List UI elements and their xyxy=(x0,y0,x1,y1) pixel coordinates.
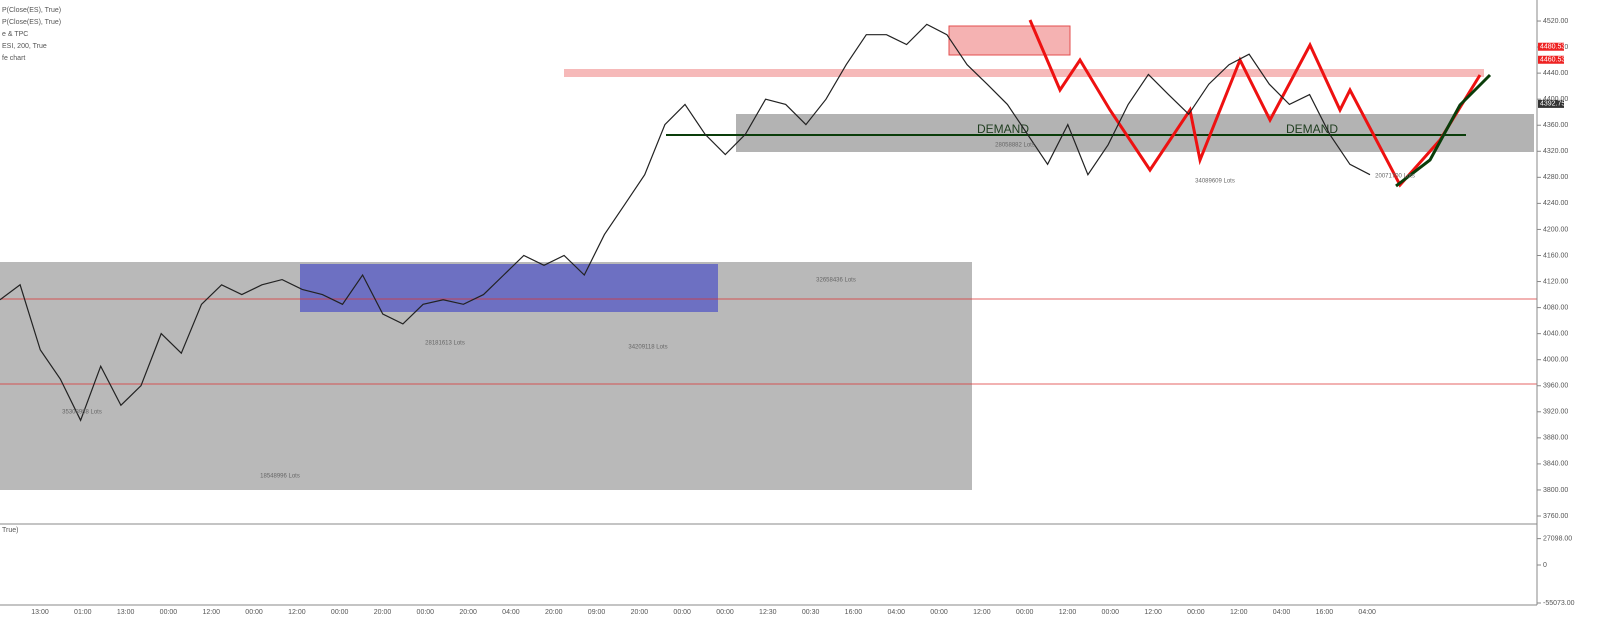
y-tick-label: 4080.00 xyxy=(1543,304,1568,311)
y-tick-label: 4000.00 xyxy=(1543,357,1568,364)
projection-drawing xyxy=(1395,73,1492,188)
resistance-band xyxy=(564,69,1484,77)
x-tick-label: 12:30 xyxy=(759,609,777,616)
volume-note: 28058882 Lots xyxy=(995,143,1035,149)
lower-tick-label: 27098.00 xyxy=(1543,535,1572,542)
x-tick-label: 12:00 xyxy=(1230,609,1248,616)
annotation: DEMAND xyxy=(977,122,1029,136)
x-tick-label: 12:00 xyxy=(1144,609,1162,616)
indicator-label: ESI, 200, True xyxy=(2,43,47,50)
x-tick-label: 12:00 xyxy=(973,609,991,616)
volume-note: 32658436 Lots xyxy=(816,278,856,284)
y-tick-label: 4440.00 xyxy=(1543,70,1568,77)
x-tick-label: 09:00 xyxy=(588,609,606,616)
x-tick-label: 16:00 xyxy=(1316,609,1334,616)
range-box-blue xyxy=(300,264,718,312)
y-tick-label: 4120.00 xyxy=(1543,278,1568,285)
y-tick-label: 4200.00 xyxy=(1543,226,1568,233)
x-tick-label: 20:00 xyxy=(459,609,477,616)
price-tag-label: 4460.53 xyxy=(1540,57,1565,64)
y-tick-label: 4320.00 xyxy=(1543,148,1568,155)
volume-note: 35308988 Lots xyxy=(62,410,102,416)
y-tick-label: 4240.00 xyxy=(1543,200,1568,207)
x-tick-label: 04:00 xyxy=(1358,609,1376,616)
price-tag xyxy=(1538,99,1564,108)
y-tick-label: 4520.00 xyxy=(1543,18,1568,25)
price-tag-label: 4392.75 xyxy=(1540,101,1565,108)
x-tick-label: 00:00 xyxy=(1187,609,1205,616)
x-tick-label: 13:00 xyxy=(117,609,135,616)
x-tick-label: 00:00 xyxy=(1016,609,1034,616)
price-line xyxy=(0,23,1371,422)
x-tick-label: 00:00 xyxy=(160,609,178,616)
supply-zone xyxy=(948,25,1071,56)
y-tick-label: 3800.00 xyxy=(1543,487,1568,494)
y-tick-label: 4160.00 xyxy=(1543,252,1568,259)
x-tick-label: 00:00 xyxy=(930,609,948,616)
volume-note: 18548996 Lots xyxy=(260,474,300,480)
volume-note: 20071700 Lots xyxy=(1375,174,1415,180)
x-tick-label: 00:00 xyxy=(331,609,349,616)
x-tick-label: 20:00 xyxy=(631,609,649,616)
panel-label: True) xyxy=(2,527,18,534)
y-tick-label: 3880.00 xyxy=(1543,435,1568,442)
x-tick-label: 13:00 xyxy=(31,609,49,616)
indicator-label: P(Close(ES), True) xyxy=(2,19,61,26)
lower-tick-label: 0 xyxy=(1543,562,1547,569)
price-tag xyxy=(1538,55,1564,64)
x-tick-label: 12:00 xyxy=(288,609,306,616)
y-tick-label: 3960.00 xyxy=(1543,383,1568,390)
x-tick-label: 00:00 xyxy=(417,609,435,616)
indicator-label: fe chart xyxy=(2,55,25,62)
x-tick-label: 12:00 xyxy=(1059,609,1077,616)
price-tag xyxy=(1538,42,1564,51)
y-tick-label: 4040.00 xyxy=(1543,330,1568,337)
y-tick-label: 3840.00 xyxy=(1543,461,1568,468)
x-tick-label: 20:00 xyxy=(374,609,392,616)
x-tick-label: 04:00 xyxy=(502,609,520,616)
volume-note: 34209118 Lots xyxy=(628,345,667,351)
y-tick-label: 3760.00 xyxy=(1543,513,1568,520)
projection-drawing xyxy=(1028,19,1482,188)
y-tick-label: 4400.00 xyxy=(1543,96,1568,103)
x-tick-label: 20:00 xyxy=(545,609,563,616)
x-tick-label: 00:30 xyxy=(802,609,820,616)
volume-note: 34089609 Lots xyxy=(1195,179,1235,185)
x-tick-label: 00:00 xyxy=(245,609,263,616)
x-tick-label: 04:00 xyxy=(887,609,905,616)
y-tick-label: 4360.00 xyxy=(1543,122,1568,129)
lower-tick-label: -55073.00 xyxy=(1543,600,1575,607)
x-tick-label: 00:00 xyxy=(673,609,691,616)
x-tick-label: 00:00 xyxy=(716,609,734,616)
volume-note: 28181613 Lots xyxy=(425,341,465,347)
x-tick-label: 16:00 xyxy=(845,609,863,616)
x-tick-label: 00:00 xyxy=(1102,609,1120,616)
y-tick-label: 4280.00 xyxy=(1543,174,1568,181)
indicator-label: P(Close(ES), True) xyxy=(2,7,61,14)
x-tick-label: 04:00 xyxy=(1273,609,1291,616)
price-tag-label: 4480.53 xyxy=(1540,44,1565,51)
x-tick-label: 01:00 xyxy=(74,609,92,616)
annotation: DEMAND xyxy=(1286,122,1338,136)
y-tick-label: 3920.00 xyxy=(1543,409,1568,416)
indicator-label: e & TPC xyxy=(2,31,28,38)
x-tick-label: 12:00 xyxy=(202,609,220,616)
